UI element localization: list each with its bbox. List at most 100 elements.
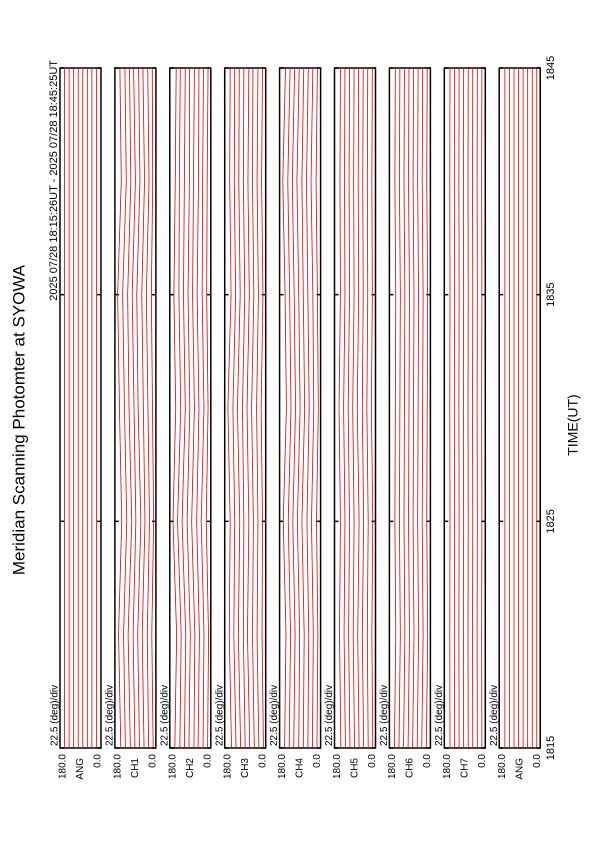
channel-label: CH1 [130, 758, 141, 778]
scale-label: 22.5 (deg)/div [159, 685, 170, 746]
trace [370, 67, 374, 749]
trace [296, 67, 301, 749]
trace [338, 67, 342, 749]
y-tick-label: 0.0 [422, 754, 433, 768]
scale-label: 22.5 (deg)/div [379, 685, 390, 746]
trace [416, 67, 419, 749]
x-tick-label: 1815 [545, 736, 557, 760]
trace [150, 67, 155, 749]
y-tick-label: 0.0 [202, 754, 213, 768]
y-tick-label: 0.0 [93, 754, 104, 768]
y-tick-label: 180.0 [58, 754, 69, 779]
scale-label: 22.5 (deg)/div [434, 685, 445, 746]
scale-label: 22.5 (deg)/div [214, 685, 225, 746]
x-tick-label: 1835 [545, 282, 557, 306]
trace [200, 67, 205, 749]
channel-label: ANG [75, 758, 86, 780]
trace [291, 67, 296, 749]
panel-frame [114, 67, 157, 749]
trace [177, 67, 182, 749]
trace [127, 67, 133, 749]
trace [246, 67, 251, 749]
panel-frame [333, 67, 377, 749]
trace [136, 67, 142, 749]
y-tick-label: 0.0 [532, 754, 543, 768]
trace [232, 67, 237, 749]
y-tick-label: 0.0 [148, 754, 159, 768]
scale-label: 22.5 (deg)/div [50, 685, 61, 746]
trace [301, 67, 306, 749]
panel-frame [59, 67, 102, 749]
trace [256, 67, 260, 749]
y-tick-label: 0.0 [312, 754, 323, 768]
y-tick-label: 0.0 [477, 754, 488, 768]
channel-label: ANG [514, 758, 525, 780]
trace [191, 67, 196, 749]
panel-frame [443, 67, 487, 749]
trace [172, 67, 178, 749]
trace [117, 67, 123, 749]
trace [196, 67, 200, 749]
scale-label: 22.5 (deg)/div [105, 685, 116, 746]
trace [306, 67, 310, 749]
trace [421, 67, 424, 749]
y-tick-label: 180.0 [277, 754, 288, 779]
panel-frame [278, 67, 322, 749]
trace [122, 67, 128, 749]
trace [361, 67, 365, 749]
y-tick-label: 0.0 [367, 754, 378, 768]
x-tick-label: 1825 [545, 509, 557, 533]
trace [237, 67, 242, 749]
trace [394, 67, 397, 749]
scale-label: 22.5 (deg)/div [489, 685, 500, 746]
x-tick-label: 1845 [545, 56, 557, 80]
chart-subtitle: 2025 07/28 18:15:26UT - 2025 07/28 18:45… [48, 60, 60, 301]
scale-label: 22.5 (deg)/div [269, 685, 280, 746]
trace [287, 67, 292, 749]
y-tick-label: 180.0 [497, 754, 508, 779]
channel-label: CH7 [459, 758, 470, 778]
channel-label: CH5 [350, 758, 361, 778]
scale-label: 22.5 (deg)/div [324, 685, 335, 746]
trace [131, 67, 137, 749]
trace [282, 67, 287, 749]
trace [260, 67, 264, 749]
trace [242, 67, 246, 749]
y-tick-label: 180.0 [222, 754, 233, 779]
panel-frame [169, 67, 212, 749]
trace [356, 67, 360, 749]
trace [186, 68, 191, 749]
chart-title: Meridian Scanning Photomter at SYOWA [9, 264, 28, 575]
trace [227, 67, 232, 749]
channel-label: CH4 [295, 758, 306, 778]
trace [315, 67, 319, 749]
trace [398, 67, 401, 749]
y-tick-label: 180.0 [113, 754, 124, 779]
y-tick-label: 0.0 [257, 754, 268, 768]
trace [366, 67, 369, 749]
trace [343, 67, 346, 749]
trace [352, 67, 355, 749]
y-tick-label: 180.0 [332, 754, 343, 779]
trace [141, 67, 146, 749]
channel-label: CH3 [240, 758, 251, 778]
rotated-chart: Meridian Scanning Photomter at SYOWA 202… [9, 56, 580, 780]
trace [407, 67, 410, 749]
trace [412, 67, 415, 749]
y-tick-label: 180.0 [387, 754, 398, 779]
channel-label: CH2 [185, 758, 196, 778]
y-tick-label: 180.0 [442, 754, 453, 779]
trace [181, 67, 187, 749]
trace [425, 67, 429, 749]
channel-label: CH6 [405, 758, 416, 778]
trace [205, 67, 209, 749]
y-tick-label: 180.0 [167, 754, 178, 779]
x-axis-label: TIME(UT) [565, 394, 581, 455]
panel-frame [498, 67, 541, 749]
panel-frame [388, 67, 432, 749]
trace [403, 67, 406, 749]
trace [310, 67, 315, 749]
trace [347, 67, 351, 749]
trace [145, 67, 150, 749]
